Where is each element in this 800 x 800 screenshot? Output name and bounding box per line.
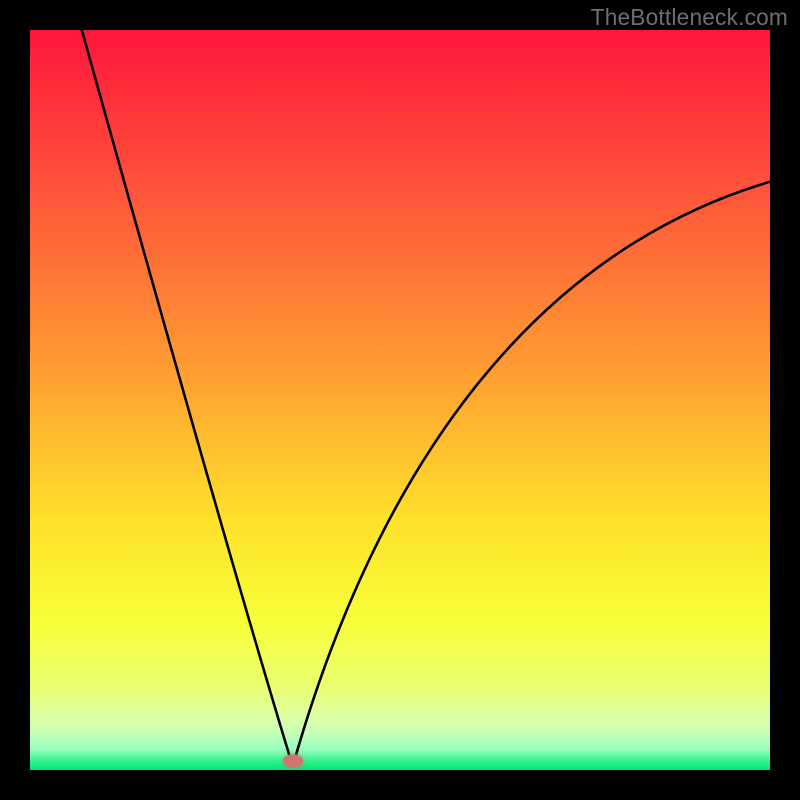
plot-area	[30, 30, 770, 770]
bottleneck-curve	[30, 30, 770, 770]
chart-container: TheBottleneck.com	[0, 0, 800, 800]
watermark-text: TheBottleneck.com	[591, 4, 788, 31]
dip-marker	[283, 755, 303, 768]
